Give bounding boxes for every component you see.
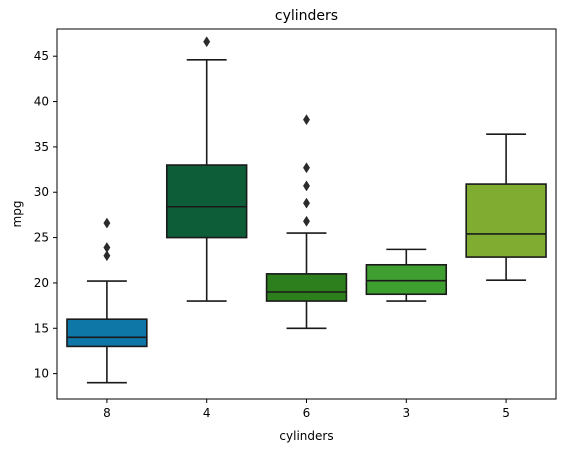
x-tick-label: 4 bbox=[203, 406, 211, 420]
plot-area bbox=[66, 36, 547, 384]
x-tick-label: 3 bbox=[402, 406, 410, 420]
x-tick-label: 6 bbox=[303, 406, 311, 420]
x-tick-label: 8 bbox=[103, 406, 111, 420]
y-tick-label: 25 bbox=[34, 231, 49, 245]
y-axis: 10 15 20 25 30 35 40 45 bbox=[34, 49, 57, 381]
y-tick-label: 30 bbox=[34, 185, 49, 199]
y-axis-label: mpg bbox=[10, 201, 24, 228]
box-iqr bbox=[465, 183, 547, 258]
box-group-8 bbox=[66, 217, 148, 384]
outlier-point bbox=[103, 250, 111, 262]
outlier-point bbox=[303, 215, 310, 227]
outlier-point bbox=[303, 162, 310, 174]
box-iqr bbox=[66, 318, 148, 348]
outlier-point bbox=[203, 36, 211, 48]
box-group-4 bbox=[165, 36, 248, 302]
outlier-point bbox=[103, 217, 111, 229]
y-tick-label: 10 bbox=[34, 367, 49, 381]
y-tick-label: 40 bbox=[34, 95, 49, 109]
box-iqr bbox=[265, 273, 348, 302]
box-group-5 bbox=[465, 133, 547, 282]
outlier-point bbox=[303, 114, 310, 126]
y-tick-label: 20 bbox=[34, 276, 49, 290]
box-iqr bbox=[365, 263, 448, 296]
x-axis: 8 4 6 3 5 bbox=[103, 399, 510, 420]
box-group-6 bbox=[265, 114, 348, 330]
outlier-point bbox=[303, 197, 310, 209]
chart-title: cylinders bbox=[275, 8, 338, 24]
outlier-point bbox=[303, 180, 310, 192]
y-tick-label: 15 bbox=[34, 321, 49, 335]
x-axis-label: cylinders bbox=[279, 429, 333, 443]
outlier-point bbox=[103, 242, 111, 254]
x-tick-label: 5 bbox=[502, 406, 510, 420]
box-iqr bbox=[165, 164, 248, 239]
y-tick-label: 35 bbox=[34, 140, 49, 154]
box-group-3 bbox=[365, 248, 448, 302]
y-tick-label: 45 bbox=[34, 49, 49, 63]
